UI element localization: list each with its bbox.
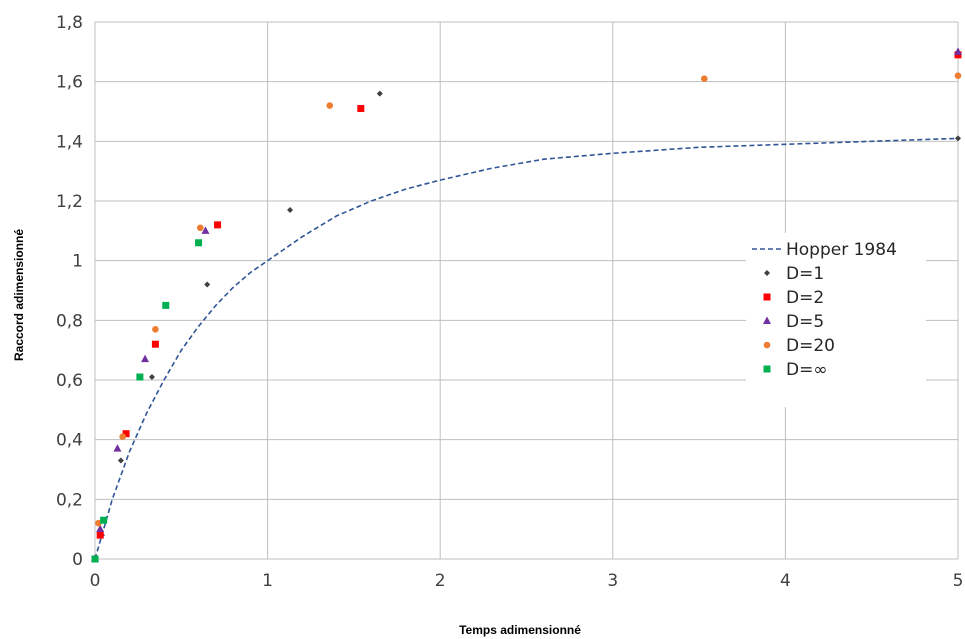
y-tick-label: 0,8	[56, 311, 83, 331]
point-d-1	[287, 206, 294, 213]
legend-swatch	[764, 270, 770, 276]
x-axis-ticks: 0 1 2 3 4 5	[90, 571, 964, 591]
point-d-5	[96, 524, 105, 533]
legend-label: D=∞	[786, 360, 828, 380]
point-d-20	[326, 102, 334, 109]
point-d-1	[955, 135, 961, 142]
point-d-20	[95, 519, 102, 527]
point-d-20	[119, 433, 126, 440]
y-tick-label: 1,2	[56, 192, 83, 212]
x-tick-label: 5	[953, 571, 964, 591]
grid	[94, 21, 959, 560]
legend-background	[746, 233, 926, 407]
legend-label: D=1	[786, 264, 824, 284]
hopper-curve	[94, 137, 959, 560]
y-tick-label: 1,8	[56, 13, 83, 33]
legend-label: D=20	[786, 336, 835, 356]
y-tick-label: 0,6	[56, 371, 83, 391]
point-d-20	[196, 224, 204, 232]
point-d-1	[117, 457, 124, 464]
y-tick-label: 0,4	[56, 431, 83, 451]
legend: Hopper 1984 D=1 D=2 D=5 D=20 D=∞	[746, 233, 926, 407]
y-tick-label: 0,2	[56, 490, 83, 510]
legend-label: D=2	[786, 288, 824, 308]
point-d-5	[113, 444, 122, 452]
point-d-2	[96, 531, 104, 539]
y-tick-label: 1,6	[56, 73, 83, 93]
point-d-2	[214, 221, 222, 229]
legend-label: Hopper 1984	[786, 240, 897, 260]
legend-swatch	[763, 365, 771, 373]
point-d-	[100, 516, 108, 524]
point-d-2	[122, 430, 130, 438]
point-d-5	[954, 47, 962, 55]
x-axis-title: Temps adimensionné	[459, 623, 581, 637]
point-d-1	[204, 281, 211, 288]
point-d-	[136, 373, 144, 381]
x-tick-label: 3	[607, 571, 618, 591]
x-tick-label: 4	[780, 571, 791, 591]
x-tick-label: 1	[262, 571, 273, 591]
legend-label: D=5	[786, 312, 824, 332]
legend-swatch	[763, 293, 771, 301]
point-d-1	[376, 90, 383, 97]
point-d-20	[700, 75, 708, 82]
data-points	[91, 47, 962, 563]
x-tick-label: 0	[90, 571, 101, 591]
y-tick-label: 0	[72, 550, 83, 570]
y-tick-label: 1	[72, 252, 83, 272]
point-d-	[195, 239, 203, 247]
hopper-1984-line	[94, 137, 959, 560]
point-d-5	[141, 354, 150, 363]
legend-swatch	[763, 341, 771, 349]
point-d-	[91, 555, 99, 563]
point-d-	[162, 301, 170, 309]
y-axis-title: Raccord adimensionné	[12, 229, 26, 361]
y-axis-ticks: 0 0,2 0,4 0,6 0,8 1 1,2 1,4 1,6 1,8	[56, 13, 83, 570]
point-d-1	[148, 374, 155, 381]
x-tick-label: 2	[435, 571, 446, 591]
y-tick-label: 1,4	[56, 132, 83, 152]
point-d-2	[151, 340, 159, 348]
point-d-2	[357, 105, 365, 113]
point-d-20	[152, 325, 159, 333]
legend-swatch	[763, 316, 771, 324]
point-d-20	[954, 72, 962, 79]
point-d-5	[201, 226, 210, 234]
